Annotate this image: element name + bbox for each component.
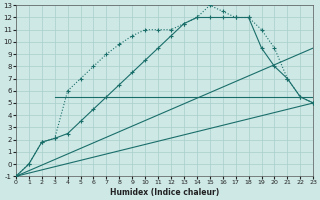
X-axis label: Humidex (Indice chaleur): Humidex (Indice chaleur): [110, 188, 219, 197]
